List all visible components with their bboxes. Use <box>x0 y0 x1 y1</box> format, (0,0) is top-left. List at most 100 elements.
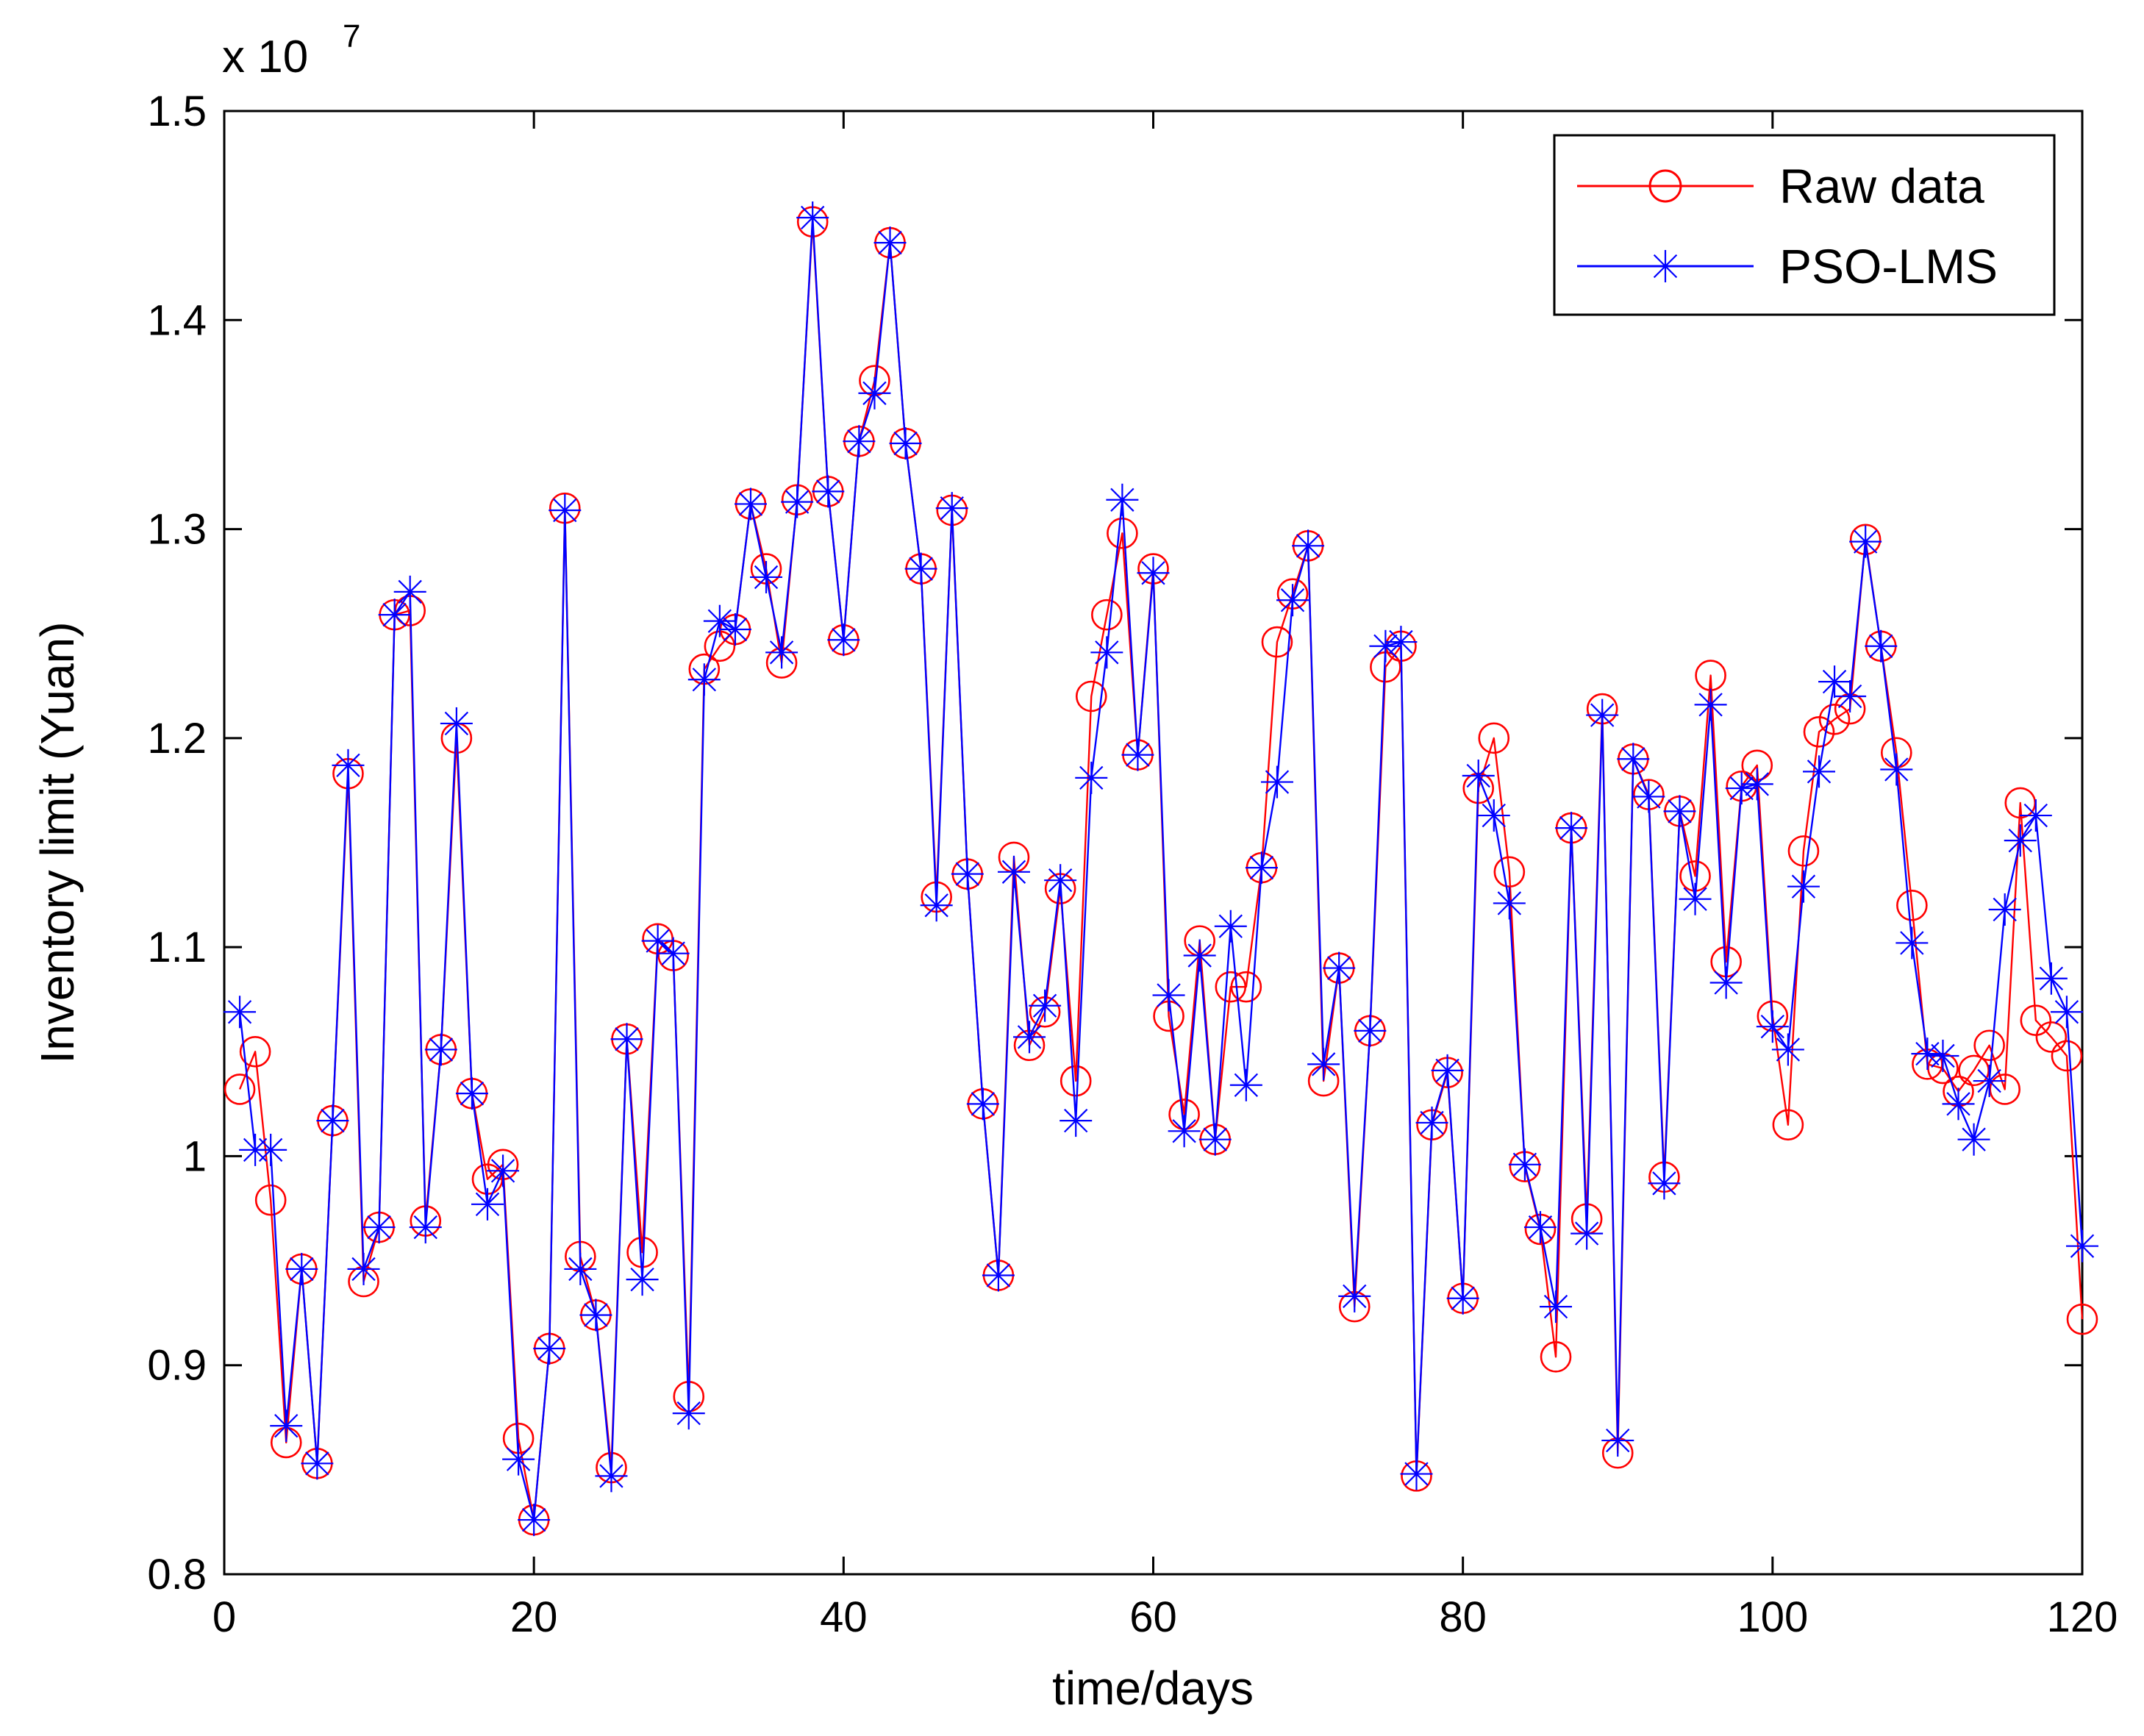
data-point-pso-lms <box>1942 1087 1975 1121</box>
data-point-pso-lms <box>1617 743 1650 776</box>
data-point-pso-lms <box>657 937 690 970</box>
data-point-pso-lms <box>1260 765 1293 799</box>
data-point-pso-lms <box>1973 1065 2006 1098</box>
data-point-raw-data <box>1075 680 1107 712</box>
legend: Raw data PSO-LMS <box>1553 134 2056 316</box>
data-point-pso-lms <box>1663 795 1696 828</box>
x-tick-label: 120 <box>2047 1593 2118 1641</box>
data-point-pso-lms <box>858 376 891 410</box>
data-point-pso-lms <box>378 599 411 632</box>
data-point-pso-lms <box>1540 1290 1573 1324</box>
data-point-raw-data <box>1261 626 1293 658</box>
data-point-pso-lms <box>1849 525 1882 558</box>
data-point-raw-data <box>1772 1109 1804 1141</box>
data-point-raw-data <box>254 1184 287 1216</box>
data-point-pso-lms <box>2019 799 2052 832</box>
data-point-pso-lms <box>1400 1457 1433 1490</box>
legend-marker-pso-lms <box>1649 250 1682 282</box>
series-group <box>224 201 2098 1537</box>
data-point-raw-data <box>2051 1040 2083 1072</box>
data-point-pso-lms <box>1013 1021 1046 1054</box>
data-point-pso-lms <box>1338 1279 1371 1312</box>
x-tick-label: 60 <box>1129 1593 1177 1641</box>
data-point-pso-lms <box>1895 926 1929 960</box>
data-point-pso-lms <box>548 493 582 526</box>
data-point-raw-data <box>1818 703 1851 735</box>
data-point-raw-data <box>1478 722 1510 754</box>
data-point-pso-lms <box>1787 870 1820 903</box>
data-point-pso-lms <box>966 1087 999 1121</box>
data-point-pso-lms <box>332 749 365 782</box>
data-point-pso-lms <box>1462 760 1495 793</box>
data-point-pso-lms <box>1323 951 1356 985</box>
data-point-raw-data <box>1973 1029 2005 1062</box>
data-point-raw-data <box>1215 971 1247 1003</box>
data-point-pso-lms <box>285 1252 318 1285</box>
data-point-pso-lms <box>2004 824 2037 857</box>
data-point-pso-lms <box>502 1443 535 1476</box>
data-point-pso-lms <box>1245 851 1278 885</box>
data-point-pso-lms <box>1152 979 1185 1012</box>
data-point-pso-lms <box>471 1187 504 1221</box>
data-point-pso-lms <box>1555 812 1588 845</box>
data-point-pso-lms <box>1198 1123 1232 1156</box>
data-point-pso-lms <box>1121 738 1154 771</box>
data-point-pso-lms <box>1679 882 1712 915</box>
data-point-pso-lms <box>641 924 674 957</box>
data-point-pso-lms <box>610 1023 643 1056</box>
data-point-raw-data <box>2035 1021 2068 1053</box>
data-point-pso-lms <box>2034 962 2068 995</box>
data-point-raw-data <box>1540 1341 1572 1373</box>
data-point-pso-lms <box>1229 1068 1262 1101</box>
x-tick-label: 80 <box>1439 1593 1487 1641</box>
data-point-pso-lms <box>873 226 907 260</box>
data-point-pso-lms <box>1106 483 1139 516</box>
data-point-pso-lms <box>1911 1037 1944 1071</box>
series-pso-lms <box>224 201 2098 1537</box>
legend-label-raw-data: Raw data <box>1779 159 1984 213</box>
data-point-pso-lms <box>1214 910 1247 943</box>
data-point-pso-lms <box>440 707 473 740</box>
data-point-raw-data <box>239 1035 271 1068</box>
data-point-pso-lms <box>1415 1106 1448 1139</box>
data-point-pso-lms <box>595 1460 628 1493</box>
data-point-pso-lms <box>920 889 953 922</box>
y-tick-label: 1 <box>183 1132 207 1180</box>
data-point-pso-lms <box>1044 864 1077 897</box>
data-point-pso-lms <box>1725 772 1758 805</box>
data-point-pso-lms <box>1029 989 1062 1022</box>
axis-ticks <box>223 110 2084 1576</box>
data-point-pso-lms <box>718 613 751 646</box>
data-point-pso-lms <box>1694 688 1727 721</box>
data-point-pso-lms <box>424 1033 457 1066</box>
data-point-pso-lms <box>579 1299 612 1332</box>
data-point-pso-lms <box>951 857 984 890</box>
x-axis-title: time/days <box>1052 1662 1254 1715</box>
data-point-pso-lms <box>518 1504 551 1537</box>
data-point-pso-lms <box>1431 1054 1464 1087</box>
data-point-pso-lms <box>224 996 257 1029</box>
y-tick-label: 1.5 <box>147 87 207 135</box>
data-point-pso-lms <box>1493 887 1526 920</box>
series-line-pso-lms <box>238 216 2084 1521</box>
data-point-raw-data <box>1230 971 1262 1003</box>
data-point-pso-lms <box>254 1133 287 1166</box>
data-point-pso-lms <box>1060 1104 1093 1137</box>
data-point-raw-data <box>1787 835 1820 867</box>
data-point-pso-lms <box>1354 1014 1387 1047</box>
data-point-pso-lms <box>827 624 860 657</box>
data-point-pso-lms <box>1075 761 1108 794</box>
y-tick-label: 1.2 <box>147 715 207 762</box>
data-point-raw-data <box>1060 1065 1092 1097</box>
data-point-pso-lms <box>750 560 783 593</box>
data-point-pso-lms <box>796 201 829 234</box>
data-point-pso-lms <box>1137 557 1170 590</box>
data-point-pso-lms <box>1446 1282 1479 1315</box>
x-tick-label: 20 <box>510 1593 558 1641</box>
data-point-pso-lms <box>935 492 968 525</box>
data-point-pso-lms <box>1988 893 2021 926</box>
x-tick-label: 100 <box>1737 1593 1808 1641</box>
data-point-pso-lms <box>1865 629 1898 662</box>
y-multiplier-base: x 10 <box>222 32 308 82</box>
data-point-pso-lms <box>1709 966 1743 999</box>
